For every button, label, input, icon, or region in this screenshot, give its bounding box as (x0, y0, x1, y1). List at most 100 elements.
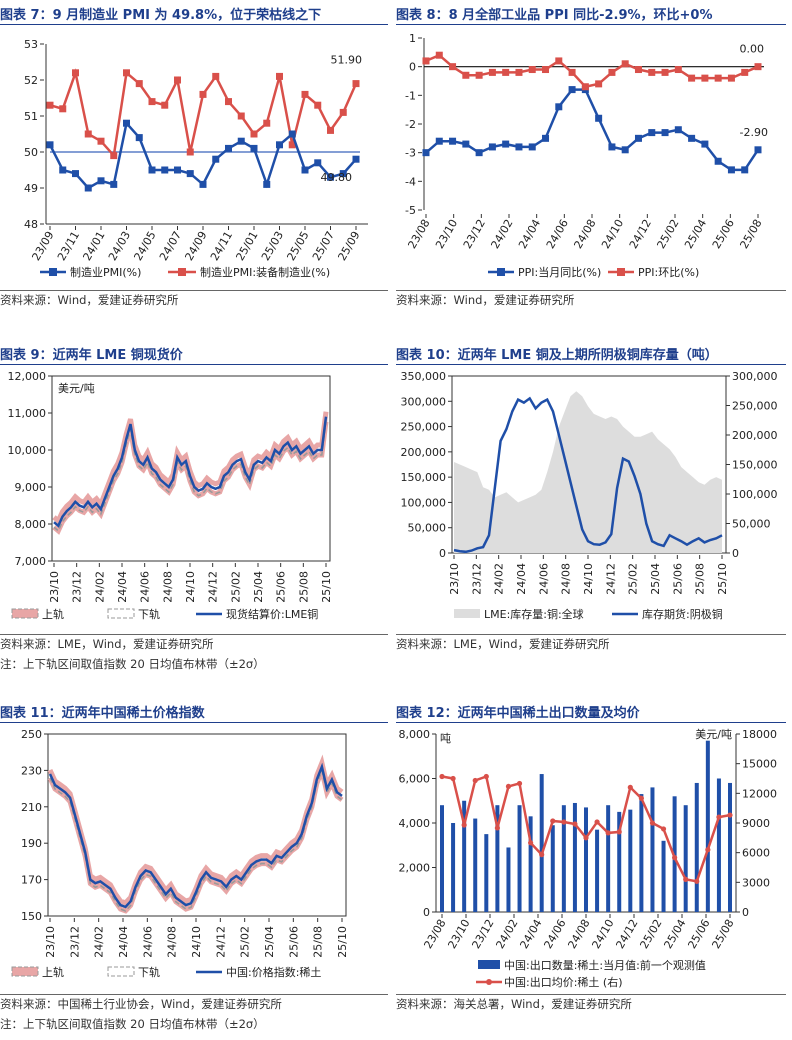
y-tick-label: 49 (24, 182, 38, 195)
x-tick-label: 24/12 (627, 217, 654, 251)
x-tick-label: 25/06 (685, 917, 712, 951)
y-tick-label: 12,000 (8, 370, 47, 383)
y-tick-label: 350,000 (401, 370, 447, 383)
series-marker-equipment-pmi (327, 126, 334, 134)
y-tick-label: 150,000 (732, 459, 778, 472)
plot-frame (47, 733, 347, 917)
upper-band-line (52, 411, 329, 525)
x-tick-label: 23/12 (469, 917, 496, 951)
series-marker-equipment-pmi (161, 101, 169, 109)
legend-label-price: 中国:出口均价:稀土 (右) (504, 975, 623, 989)
x-tick-label: 25/06 (275, 571, 288, 603)
series-marker-ppi-mom (502, 68, 510, 76)
y-tick-label: 250 (21, 728, 42, 741)
y-tick-label: 200,000 (732, 429, 778, 442)
plot-frame (51, 375, 331, 562)
series-marker-ppi-yoy (608, 143, 616, 151)
series-marker-equipment-pmi (186, 148, 194, 156)
series-marker-ppi-yoy (528, 143, 536, 151)
export-price-marker (649, 820, 656, 826)
x-tick-label: 24/10 (589, 917, 616, 951)
x-tick-label: 23/10 (44, 926, 57, 958)
pmi-line-chart: 53525150494823/0923/1124/0124/0324/0524/… (24, 38, 368, 279)
x-tick-label: 25/04 (263, 926, 276, 958)
series-marker-equipment-pmi (339, 108, 347, 116)
series-marker-ppi-yoy (754, 146, 762, 154)
export-volume-bar (584, 807, 588, 912)
export-price-marker (483, 773, 489, 780)
series-marker-ppi-yoy (714, 157, 722, 165)
x-tick-label: 23/09 (29, 229, 56, 263)
export-volume-bar (517, 805, 522, 912)
series-marker-ppi-yoy (634, 134, 642, 142)
series-marker-pmi (301, 166, 309, 174)
series-marker-pmi (46, 141, 54, 149)
export-price-marker (505, 783, 512, 790)
y-tick-label: 100,000 (732, 488, 778, 501)
x-tick-label: 24/11 (208, 229, 235, 263)
series-marker-ppi-mom (568, 68, 576, 76)
series-marker-pmi (199, 180, 207, 188)
chart-title: 图表 8：8 月全部工业品 PPI 同比-2.9%，环比+0% (396, 8, 713, 23)
export-volume-bar (528, 816, 533, 912)
x-tick-label: 25/02 (627, 563, 640, 595)
x-tick-label: 24/06 (541, 917, 568, 951)
export-price-marker (450, 775, 456, 782)
series-marker-ppi-mom (701, 74, 709, 82)
chart-note: 注：上下轨区间取值指数 20 日均值布林带（±2σ） (0, 657, 265, 671)
y-tick-label: 0 (423, 906, 430, 919)
y-tick-label: 51 (24, 110, 38, 123)
export-volume-bar (440, 805, 444, 912)
x-tick-label: 24/04 (116, 571, 129, 603)
series-marker-equipment-pmi (212, 72, 220, 80)
x-tick-label: 23/10 (445, 917, 472, 951)
legend-label-ppi-mom: PPI:环比(%) (638, 266, 699, 279)
export-price-marker (550, 818, 556, 824)
source-rule (396, 290, 786, 291)
series-marker-equipment-pmi (250, 130, 258, 138)
export-volume-bar (606, 805, 611, 912)
shfe-inventory-line (453, 396, 723, 554)
series-marker-pmi (276, 141, 283, 149)
export-volume-bar (661, 840, 666, 912)
title-rule (0, 364, 388, 365)
series-marker-ppi-mom (435, 51, 443, 59)
y-tick-label: 0 (732, 547, 739, 560)
legend-marker-ppi-mom (617, 268, 625, 276)
export-price-marker (638, 795, 644, 801)
series-marker-equipment-pmi (263, 119, 271, 127)
export-volume-bar (473, 818, 478, 912)
x-tick-label: 24/04 (516, 217, 543, 251)
series-marker-pmi (84, 184, 92, 192)
chart-source: 资料来源：中国稀土行业协会，Wind，爱建证券研究所 (0, 997, 282, 1011)
series-marker-pmi (314, 159, 322, 167)
x-tick-label: 25/02 (637, 917, 664, 951)
x-tick-label: 24/02 (488, 217, 515, 251)
x-tick-label: 24/04 (515, 563, 528, 595)
series-marker-equipment-pmi (288, 141, 296, 149)
chart-source: 资料来源：Wind，爱建证券研究所 (0, 293, 179, 307)
chart-title: 图表 10：近两年 LME 铜及上期所阴极铜库存量（吨） (396, 348, 718, 363)
x-tick-label: 23/08 (405, 217, 432, 251)
legend-label-upper: 上轨 (42, 607, 64, 621)
series-marker-ppi-yoy (515, 143, 523, 151)
x-tick-label: 24/12 (207, 571, 220, 603)
chart-source: 资料来源：Wind，爱建证券研究所 (396, 293, 575, 307)
x-tick-label: 25/06 (287, 926, 300, 958)
x-tick-label: 24/07 (157, 229, 184, 263)
ppi-line-chart: 10-1-2-3-4-523/08 23/10 23/12 24/02 24/04 24/… (405, 32, 768, 279)
series-marker-ppi-mom (688, 74, 696, 82)
x-tick-label: 25/10 (320, 571, 333, 603)
series-marker-ppi-yoy (727, 166, 735, 174)
x-tick-label: 25/06 (671, 563, 684, 595)
x-tick-label: 24/06 (141, 926, 154, 958)
series-marker-ppi-mom (542, 66, 550, 74)
export-price-marker (694, 878, 700, 884)
x-tick-label: 25/01 (233, 229, 260, 263)
x-tick-label: 23/12 (68, 926, 81, 958)
x-tick-label: 25/08 (312, 926, 325, 958)
series-marker-equipment-pmi (46, 101, 54, 109)
series-marker-pmi (97, 177, 105, 185)
price-line (48, 762, 343, 909)
source-rule (0, 634, 388, 635)
